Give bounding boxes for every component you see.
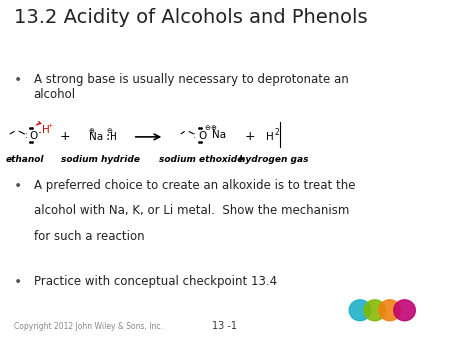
Text: sodium hydride: sodium hydride [61,155,140,165]
Text: O: O [30,131,38,141]
Text: Na: Na [212,130,226,140]
Text: •: • [14,179,22,193]
Text: 2: 2 [275,128,279,137]
Ellipse shape [379,300,400,321]
Text: A strong base is usually necessary to deprotonate an: A strong base is usually necessary to de… [34,73,348,86]
Text: A preferred choice to create an alkoxide is to treat the: A preferred choice to create an alkoxide… [34,179,355,192]
Text: :H: :H [105,132,117,142]
Ellipse shape [349,300,371,321]
Text: ⊖: ⊖ [204,125,210,131]
Text: ⊕: ⊕ [89,128,95,134]
Text: alcohol: alcohol [34,88,76,101]
Text: Practice with conceptual checkpoint 13.4: Practice with conceptual checkpoint 13.4 [34,275,277,288]
Text: hydrogen gas: hydrogen gas [239,155,308,165]
Text: Copyright 2012 John Wiley & Sons, Inc.: Copyright 2012 John Wiley & Sons, Inc. [14,322,162,331]
Ellipse shape [364,300,386,321]
FancyArrowPatch shape [36,121,41,125]
Ellipse shape [394,300,415,321]
Text: :: : [25,131,27,140]
Text: Na: Na [89,132,103,142]
Text: ⊖: ⊖ [106,128,112,134]
Text: H: H [41,125,50,135]
Text: ⊕: ⊕ [210,125,216,131]
Text: H: H [266,132,274,142]
Text: :: : [194,131,196,140]
Text: 13 -1: 13 -1 [212,321,238,331]
Text: sodium ethoxide: sodium ethoxide [158,155,243,165]
Text: 13.2 Acidity of Alcohols and Phenols: 13.2 Acidity of Alcohols and Phenols [14,8,367,27]
Text: O: O [198,131,207,141]
Text: alcohol with Na, K, or Li metal.  Show the mechanism: alcohol with Na, K, or Li metal. Show th… [34,204,349,217]
Text: +: + [60,130,71,143]
Text: •: • [14,73,22,87]
Text: ethanol: ethanol [5,155,44,165]
Text: +: + [48,123,53,128]
Text: for such a reaction: for such a reaction [34,230,144,243]
Text: •: • [14,275,22,289]
Text: +: + [244,130,255,143]
